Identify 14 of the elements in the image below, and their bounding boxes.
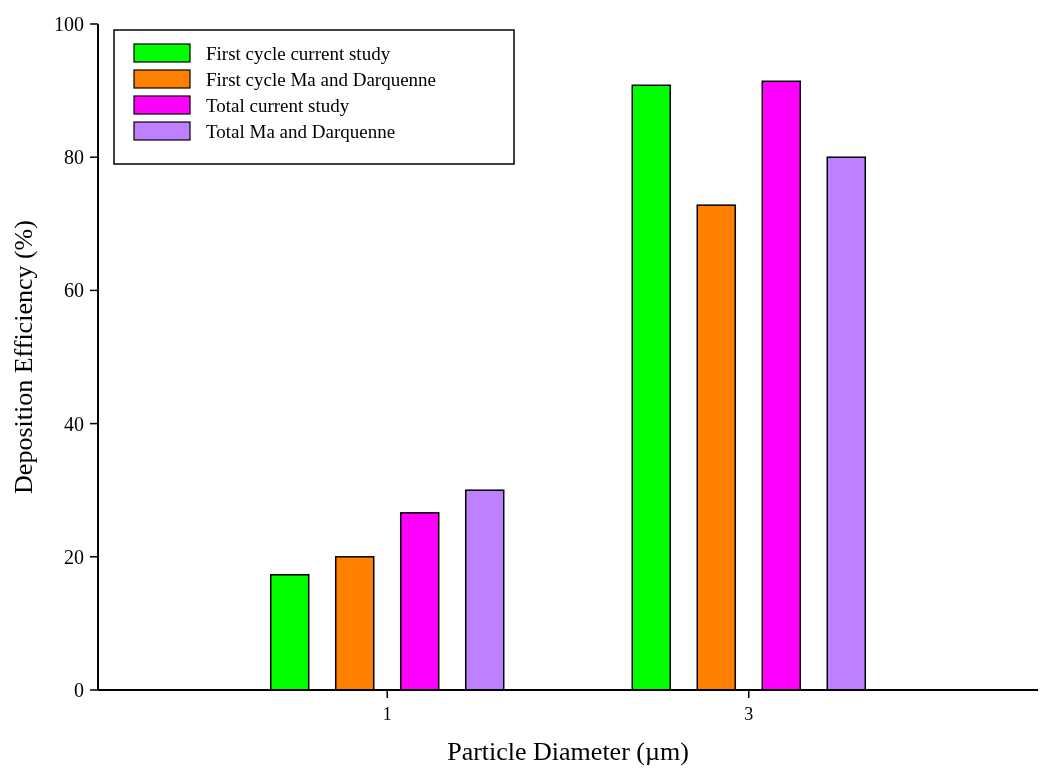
- legend-label: Total Ma and Darquenne: [206, 120, 396, 142]
- legend-label: Total current study: [206, 94, 350, 116]
- y-tick-label: 80: [64, 146, 84, 169]
- x-tick-label: 1: [382, 704, 392, 724]
- legend-label: First cycle current study: [206, 42, 391, 64]
- y-tick-label: 20: [64, 545, 84, 568]
- y-tick-label: 40: [64, 412, 84, 435]
- x-tick-label: 3: [744, 704, 754, 724]
- x-axis-title: Particle Diameter (µm): [447, 737, 689, 766]
- y-axis-title: Deposition Efficiency (%): [9, 220, 38, 494]
- y-tick-label: 60: [64, 279, 84, 302]
- legend-label: First cycle Ma and Darquenne: [206, 68, 437, 90]
- y-tick-label: 0: [74, 679, 84, 701]
- y-tick-label: 100: [54, 13, 84, 35]
